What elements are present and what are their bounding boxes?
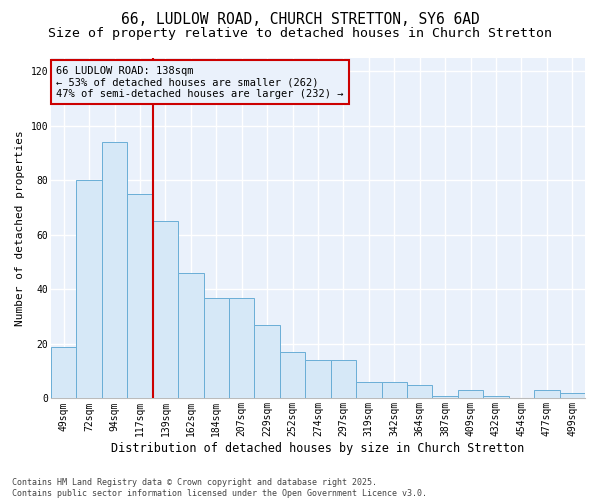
Bar — [76, 180, 102, 398]
Bar — [280, 352, 305, 399]
Bar — [433, 396, 458, 398]
Bar — [458, 390, 483, 398]
Bar — [331, 360, 356, 399]
Bar — [534, 390, 560, 398]
Text: Contains HM Land Registry data © Crown copyright and database right 2025.
Contai: Contains HM Land Registry data © Crown c… — [12, 478, 427, 498]
Bar — [305, 360, 331, 399]
Bar — [356, 382, 382, 398]
Bar — [560, 393, 585, 398]
Bar — [51, 346, 76, 399]
Bar — [407, 385, 433, 398]
Text: 66, LUDLOW ROAD, CHURCH STRETTON, SY6 6AD: 66, LUDLOW ROAD, CHURCH STRETTON, SY6 6A… — [121, 12, 479, 28]
X-axis label: Distribution of detached houses by size in Church Stretton: Distribution of detached houses by size … — [112, 442, 524, 455]
Y-axis label: Number of detached properties: Number of detached properties — [15, 130, 25, 326]
Bar — [127, 194, 152, 398]
Bar — [382, 382, 407, 398]
Bar — [254, 325, 280, 398]
Bar — [152, 221, 178, 398]
Bar — [483, 396, 509, 398]
Bar — [229, 298, 254, 398]
Bar — [102, 142, 127, 399]
Text: Size of property relative to detached houses in Church Stretton: Size of property relative to detached ho… — [48, 28, 552, 40]
Text: 66 LUDLOW ROAD: 138sqm
← 53% of detached houses are smaller (262)
47% of semi-de: 66 LUDLOW ROAD: 138sqm ← 53% of detached… — [56, 66, 344, 99]
Bar — [203, 298, 229, 398]
Bar — [178, 273, 203, 398]
